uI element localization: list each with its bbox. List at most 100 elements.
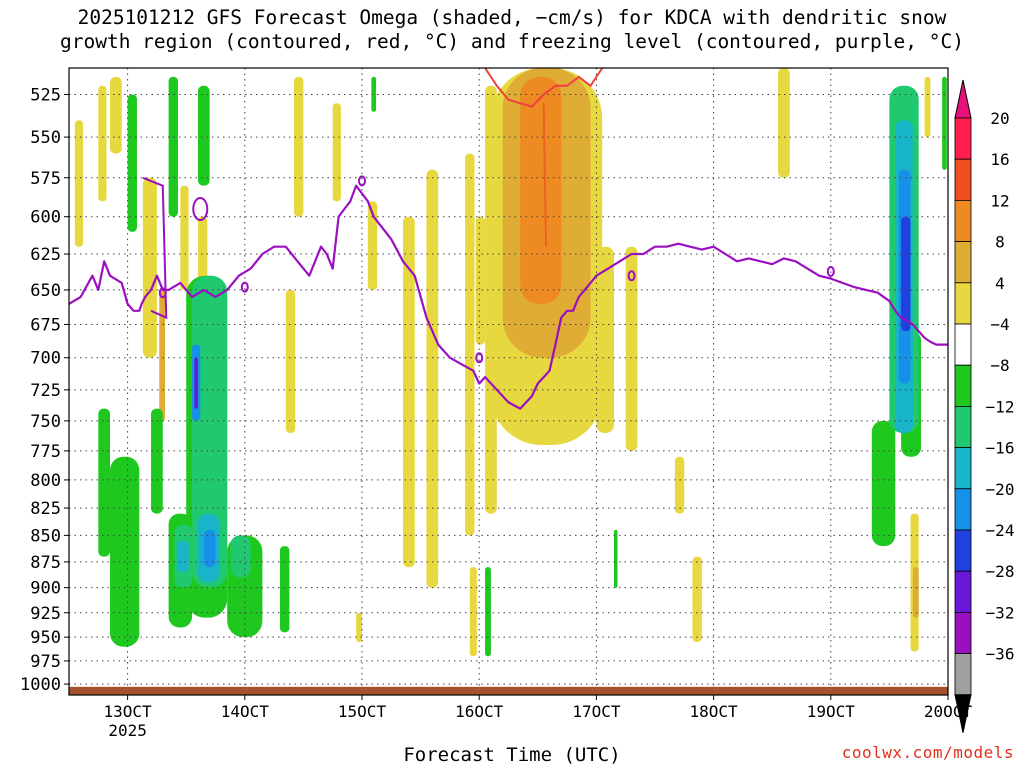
- omega-region: [465, 153, 475, 536]
- omega-region: [203, 529, 216, 568]
- colorbar-top-arrow: [954, 79, 972, 119]
- y-tick-label: 525: [30, 86, 61, 106]
- colorbar-swatch: [954, 364, 972, 407]
- omega-region: [475, 216, 486, 345]
- freezing-level-loop: [358, 175, 366, 187]
- y-tick-label: 975: [30, 652, 61, 672]
- omega-region: [596, 246, 614, 433]
- omega-region: [356, 612, 362, 642]
- dgz-contour: [542, 103, 548, 247]
- freezing-level-loop: [826, 265, 835, 277]
- y-tick-label: 875: [30, 553, 61, 573]
- colorbar-swatch: [954, 653, 972, 696]
- y-tick-label: 750: [30, 412, 61, 432]
- omega-region: [98, 85, 107, 202]
- colorbar-swatch: [954, 488, 972, 531]
- omega-region: [74, 120, 84, 247]
- watermark: coolwx.com/models: [841, 743, 1014, 762]
- colorbar-swatch: [954, 117, 972, 160]
- colorbar-label: 12: [990, 191, 1009, 210]
- colorbar-swatch: [954, 447, 972, 490]
- y-tick-label: 650: [30, 281, 61, 301]
- x-tick-label: 17OCT: [572, 702, 621, 721]
- freezing-level-loop: [240, 281, 249, 293]
- y-tick-label: 950: [30, 628, 61, 648]
- plot-frame: [68, 67, 949, 696]
- colorbar-swatch: [954, 612, 972, 655]
- colorbar-swatch: [954, 405, 972, 448]
- plot-area: [69, 68, 948, 695]
- x-tick-sublabel: 2025: [108, 721, 147, 740]
- omega-region: [127, 94, 137, 232]
- y-tick-label: 825: [30, 499, 61, 519]
- colorbar-swatch: [954, 158, 972, 201]
- freezing-level-loop: [475, 352, 484, 364]
- omega-region: [426, 169, 439, 588]
- omega-region: [469, 567, 477, 657]
- colorbar-label: −8: [990, 356, 1009, 375]
- title-line-1: 2025101212 GFS Forecast Omega (shaded, −…: [77, 6, 947, 29]
- colorbar-label: 8: [995, 233, 1005, 252]
- omega-region: [674, 456, 685, 514]
- omega-region: [285, 289, 296, 433]
- omega-region: [332, 103, 341, 202]
- colorbar-label: −36: [986, 645, 1015, 664]
- y-tick-label: 700: [30, 349, 61, 369]
- colorbar-label: −32: [986, 603, 1015, 622]
- omega-region: [192, 275, 228, 588]
- omega-region: [194, 357, 198, 409]
- omega-region: [871, 420, 896, 547]
- omega-region: [692, 556, 702, 642]
- colorbar-label: 16: [990, 150, 1009, 169]
- omega-region: [180, 185, 189, 290]
- omega-region: [520, 76, 562, 304]
- omega-region: [159, 289, 166, 421]
- y-tick-label: 550: [30, 128, 61, 148]
- omega-region: [912, 567, 919, 618]
- omega-region: [151, 408, 163, 514]
- y-tick-label: 925: [30, 604, 61, 624]
- omega-region: [110, 456, 140, 647]
- colorbar-label: 20: [990, 109, 1009, 128]
- y-tick-label: 775: [30, 442, 61, 462]
- colorbar-swatch: [954, 199, 972, 242]
- omega-region: [924, 76, 931, 138]
- freezing-level-loop: [627, 270, 636, 282]
- colorbar-label: −28: [986, 562, 1015, 581]
- omega-region: [197, 85, 210, 186]
- terrain-strip: [69, 686, 948, 695]
- colorbar-label: −12: [986, 397, 1015, 416]
- colorbar-swatch: [954, 282, 972, 325]
- colorbar-label: −4: [990, 315, 1009, 334]
- y-tick-label: 850: [30, 526, 61, 546]
- y-tick-label: 625: [30, 245, 61, 265]
- y-tick-label: 900: [30, 579, 61, 599]
- omega-region: [778, 68, 790, 178]
- x-tick-label: 14OCT: [221, 702, 270, 721]
- x-tick-label: 18OCT: [690, 702, 739, 721]
- x-tick-label: 16OCT: [455, 702, 504, 721]
- y-tick-label: 600: [30, 208, 61, 228]
- x-tick-label: 19OCT: [807, 702, 856, 721]
- omega-region: [294, 76, 304, 217]
- y-tick-label: 800: [30, 471, 61, 491]
- y-tick-label: 675: [30, 315, 61, 335]
- colorbar-swatch: [954, 241, 972, 284]
- freezing-level-line: [142, 176, 168, 320]
- omega-region: [367, 201, 378, 290]
- omega-region: [230, 535, 251, 578]
- chart-title: 2025101212 GFS Forecast Omega (shaded, −…: [0, 6, 1024, 54]
- omega-region: [901, 216, 911, 332]
- x-axis-label: Forecast Time (UTC): [403, 744, 621, 766]
- title-line-2: growth region (contoured, red, °C) and f…: [60, 30, 964, 53]
- freezing-level-line: [69, 184, 948, 410]
- omega-region: [98, 408, 111, 557]
- colorbar-bottom-arrow: [954, 694, 972, 733]
- omega-region: [942, 76, 947, 170]
- omega-region: [625, 246, 638, 451]
- dgz-contour: [484, 68, 604, 108]
- colorbar-label: −20: [986, 480, 1015, 499]
- omega-region: [613, 529, 618, 588]
- omega-region: [279, 546, 290, 633]
- colorbar-label: −24: [986, 521, 1015, 540]
